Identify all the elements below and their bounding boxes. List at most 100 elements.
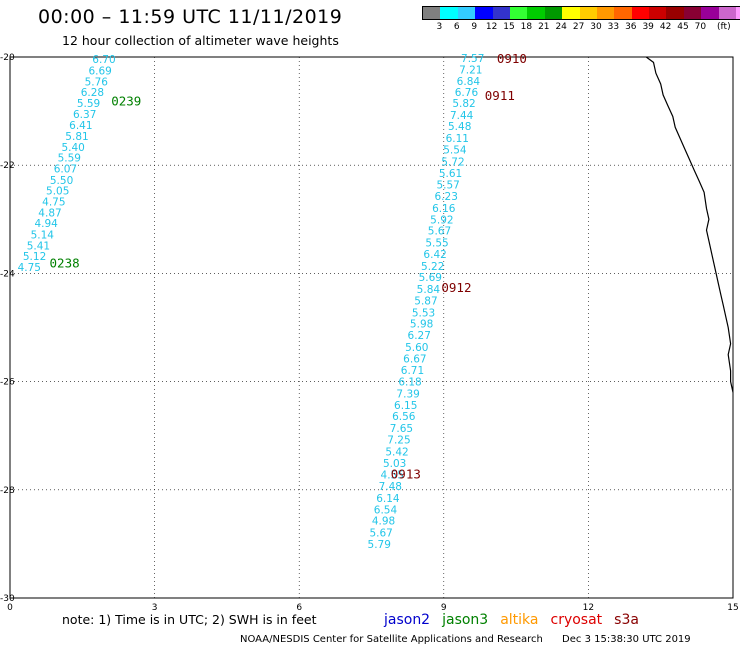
colorbar-swatch — [579, 7, 597, 19]
track-time-label: 0239 — [111, 93, 141, 108]
swh-value-label: 6.71 — [401, 365, 424, 377]
colorbar-swatch — [649, 7, 667, 19]
swh-value-label: 5.48 — [448, 121, 471, 133]
swh-value-label: 6.18 — [398, 377, 421, 389]
colorbar-swatch — [701, 7, 719, 19]
swh-value-label: 6.11 — [446, 133, 469, 145]
swh-value-label: 6.28 — [81, 87, 104, 99]
lon-tick-label: 3 — [152, 603, 158, 613]
colorbar-swatch — [457, 7, 476, 19]
swh-value-label: 5.41 — [27, 240, 50, 252]
swh-value-label: 5.22 — [421, 261, 444, 273]
lon-tick-label: 0 — [7, 603, 13, 613]
swh-value-label: 5.72 — [441, 156, 464, 168]
credit-text: NOAA/NESDIS Center for Satellite Applica… — [240, 634, 543, 645]
credit-timestamp: Dec 3 15:38:30 UTC 2019 — [562, 634, 691, 645]
swh-value-label: 7.65 — [390, 423, 413, 435]
lat-tick-label: -28 — [0, 486, 15, 496]
swh-value-label: 5.81 — [65, 131, 88, 143]
colorbar-swatch — [544, 7, 563, 19]
lon-tick-label: 6 — [296, 603, 302, 613]
colorbar-label: 3 — [436, 22, 443, 32]
swh-value-label: 5.53 — [412, 307, 435, 319]
swh-value-label: 7.39 — [396, 389, 419, 401]
swh-value-label: 5.67 — [369, 528, 392, 540]
swh-value-label: 5.50 — [50, 175, 73, 187]
swh-value-label: 5.55 — [425, 238, 448, 250]
colorbar-label: 21 — [538, 22, 550, 32]
swh-value-label: 4.98 — [372, 516, 395, 528]
colorbar-label: 9 — [471, 22, 478, 32]
swh-value-label: 7.57 — [461, 53, 484, 65]
colorbar-label: (ft) — [717, 22, 731, 32]
swh-value-label: 6.67 — [403, 353, 426, 365]
swh-value-label: 6.15 — [394, 400, 417, 412]
swh-value-label: 5.69 — [419, 272, 442, 284]
swh-value-label: 4.94 — [34, 218, 58, 230]
colorbar-label: 6 — [453, 22, 460, 32]
swh-value-label: 6.16 — [432, 203, 456, 215]
track-time-label: 0238 — [50, 256, 80, 271]
colorbar-swatch — [562, 7, 580, 19]
swh-value-label: 5.60 — [405, 342, 428, 354]
swh-value-label: 5.61 — [439, 168, 462, 180]
swh-value-label: 5.14 — [31, 229, 55, 241]
colorbar-swatch — [423, 7, 441, 19]
swh-value-label: 5.98 — [410, 319, 433, 331]
lat-tick-label: -30 — [0, 594, 15, 604]
swh-value-label: 6.84 — [457, 76, 481, 88]
colorbar-label: 33 — [607, 22, 620, 32]
colorbar-swatch — [440, 7, 458, 19]
swh-value-label: 5.79 — [368, 539, 391, 551]
swh-value-label: 4.87 — [38, 207, 61, 219]
swh-value-label: 6.76 — [455, 87, 479, 99]
lon-tick-label: 9 — [441, 603, 447, 613]
swh-value-label: 7.21 — [459, 64, 482, 76]
track-time-label: 0913 — [391, 467, 421, 482]
map-title: 00:00 – 11:59 UTC 11/11/2019 — [38, 6, 343, 28]
lat-tick-label: -22 — [0, 161, 15, 171]
colorbar-swatch — [718, 7, 737, 19]
colorbar-labels: 3 6 9 12 15 18 21 24 27 30 33 36 39 42 45 70 (ft) — [422, 20, 740, 34]
lon-tick-label: 12 — [583, 603, 594, 613]
colorbar-swatch — [596, 7, 615, 19]
swh-value-label: 5.84 — [417, 284, 441, 296]
lat-tick-label: -26 — [0, 378, 15, 388]
colorbar-label: 36 — [625, 22, 637, 32]
swh-value-label: 6.37 — [73, 109, 96, 121]
map-subtitle: 12 hour collection of altimeter wave hei… — [62, 33, 339, 48]
swh-value-label: 6.07 — [54, 163, 77, 175]
colorbar-swatch — [666, 7, 684, 19]
colorbar-label: 24 — [555, 22, 567, 32]
swh-value-label: 7.44 — [450, 110, 474, 122]
swh-value-label: 5.76 — [85, 76, 109, 88]
swh-value-label: 5.92 — [430, 214, 453, 226]
swh-value-label: 5.57 — [436, 180, 459, 192]
swh-value-label: 5.59 — [58, 153, 81, 165]
swh-value-label: 5.59 — [77, 98, 100, 110]
colorbar-label: 45 — [677, 22, 689, 32]
colorbar-label: 27 — [572, 22, 585, 32]
colorbar-swatch — [509, 7, 528, 19]
swh-value-label: 6.70 — [92, 54, 115, 66]
colorbar-swatch — [736, 7, 740, 19]
colorbar-swatch — [492, 7, 510, 19]
colorbar-label: 12 — [485, 22, 498, 32]
swh-value-label: 6.54 — [374, 504, 398, 516]
colorbar-swatch — [614, 7, 632, 19]
lat-tick-label: -24 — [0, 269, 15, 279]
satellite-legend-jason3: jason3 — [442, 612, 489, 628]
swh-value-label: 6.14 — [376, 493, 400, 505]
swh-value-label: 7.48 — [379, 481, 402, 493]
colorbar-swatch — [527, 7, 545, 19]
track-time-label: 0910 — [497, 51, 527, 66]
wave-height-colorbar: 3 6 9 12 15 18 21 24 27 30 33 36 39 42 45 70 (ft) — [422, 6, 740, 34]
satellite-legend: jason2 jason3 altika cryosat s3a — [383, 612, 651, 628]
swh-value-label: 6.41 — [69, 120, 92, 132]
satellite-legend-jason2: jason2 — [383, 612, 431, 628]
swh-value-label: 5.67 — [428, 226, 451, 238]
footer-note: note: 1) Time is in UTC; 2) SWH is in fe… — [62, 612, 317, 627]
lat-tick-label: -20 — [0, 53, 15, 63]
swh-value-label: 4.75 — [42, 196, 65, 208]
